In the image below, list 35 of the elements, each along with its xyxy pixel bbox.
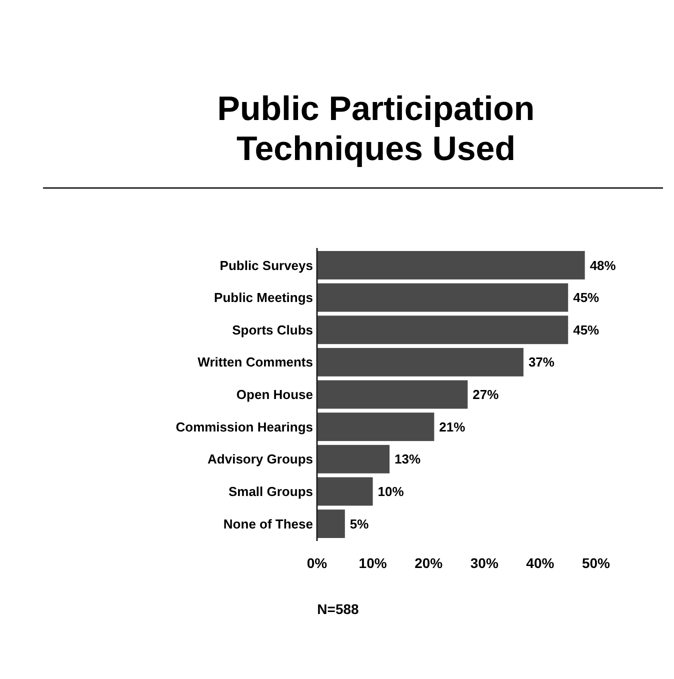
x-tick-label: 30% [470, 555, 499, 571]
bar [317, 444, 390, 474]
y-tick-label: Public Meetings [214, 290, 313, 306]
y-tick-label: Written Comments [198, 354, 313, 370]
x-tick-label: 20% [414, 555, 444, 571]
y-tick-label: Open House [236, 387, 313, 402]
y-tick-label: Sports Clubs [232, 322, 313, 338]
x-tick-label: 10% [358, 555, 388, 571]
data-label: 5% [350, 516, 370, 532]
data-label: 10% [378, 484, 404, 500]
bar [317, 477, 373, 506]
y-tick-label: Small Groups [228, 484, 313, 500]
x-tick-label: 50% [582, 555, 611, 571]
y-tick-label: Public Surveys [220, 258, 313, 273]
bar [317, 348, 524, 376]
bar [317, 316, 568, 344]
y-tick-label: None of These [223, 516, 313, 532]
bar [317, 380, 468, 409]
text: N=588 [317, 601, 360, 617]
x-tick-label: 40% [526, 555, 555, 571]
bar [317, 510, 345, 538]
y-tick-label: Commission Hearings [176, 419, 313, 434]
x-tick-label: 0% [306, 555, 328, 571]
bar [317, 283, 568, 312]
data-label: 45% [573, 322, 600, 338]
y-tick-label: Advisory Groups [208, 452, 313, 467]
data-label: 21% [439, 419, 466, 434]
data-label: 37% [528, 354, 555, 370]
bar [317, 412, 434, 442]
bar [317, 251, 585, 280]
data-label: 27% [472, 387, 500, 402]
chart-title: Public Participation Techniques Used [217, 90, 535, 168]
data-label: 45% [573, 290, 600, 306]
data-label: 13% [394, 452, 421, 467]
data-label: 48% [590, 258, 616, 273]
